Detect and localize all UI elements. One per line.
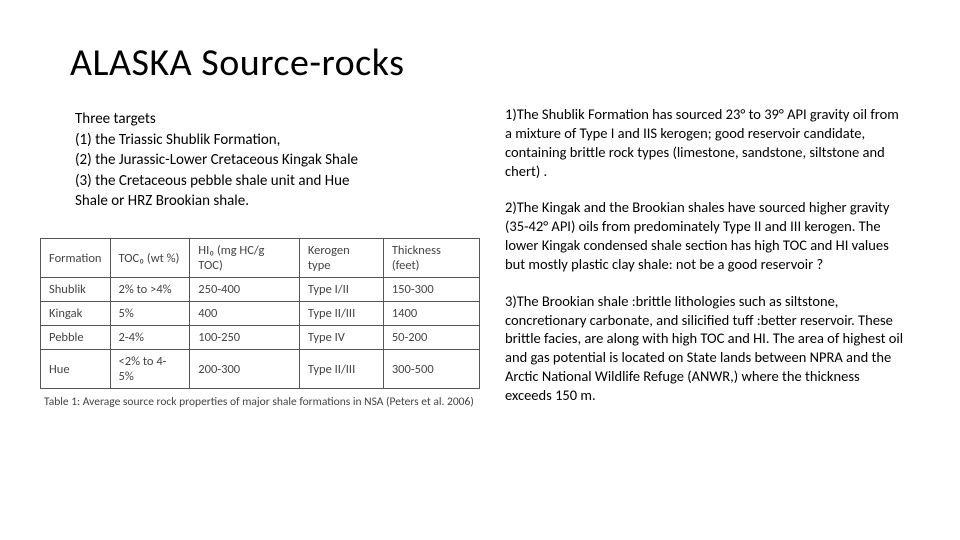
table-row: Hue <2% to 4-5% 200-300 Type II/III 300-…: [41, 350, 480, 389]
page-title: ALASKA Source-rocks: [70, 40, 910, 86]
cell: Shublik: [41, 278, 111, 302]
cell: Kingak: [41, 302, 111, 326]
left-column: Three targets (1) the Triassic Shublik F…: [75, 110, 465, 211]
slide: ALASKA Source-rocks Three targets (1) th…: [0, 0, 960, 540]
source-rock-table: Formation TOC₀ (wt %) HI₀ (mg HC/g TOC) …: [40, 238, 480, 389]
col-header: Thickness (feet): [383, 239, 479, 278]
table-header-row: Formation TOC₀ (wt %) HI₀ (mg HC/g TOC) …: [41, 239, 480, 278]
table-row: Shublik 2% to >4% 250-400 Type I/II 150-…: [41, 278, 480, 302]
cell: <2% to 4-5%: [110, 350, 190, 389]
cell: 50-200: [383, 326, 479, 350]
cell: 2-4%: [110, 326, 190, 350]
cell: Pebble: [41, 326, 111, 350]
table-row: Pebble 2-4% 100-250 Type IV 50-200: [41, 326, 480, 350]
cell: 5%: [110, 302, 190, 326]
cell: Type II/III: [299, 350, 383, 389]
table-container: Formation TOC₀ (wt %) HI₀ (mg HC/g TOC) …: [40, 238, 480, 409]
cell: Hue: [41, 350, 111, 389]
cell: Type IV: [299, 326, 383, 350]
list-item: (1) the Triassic Shublik Formation,: [75, 130, 465, 150]
cell: 150-300: [383, 278, 479, 302]
col-header: Kerogen type: [299, 239, 383, 278]
cell: 300-500: [383, 350, 479, 389]
targets-heading: Three targets: [75, 110, 465, 128]
table-caption: Table 1: Average source rock properties …: [40, 395, 480, 409]
cell: 1400: [383, 302, 479, 326]
col-header: HI₀ (mg HC/g TOC): [190, 239, 300, 278]
list-item: (2) the Jurassic-Lower Cretaceous Kingak…: [75, 150, 465, 170]
cell: 200-300: [190, 350, 300, 389]
list-item: Shale or HRZ Brookian shale.: [75, 191, 465, 211]
col-header: TOC₀ (wt %): [110, 239, 190, 278]
list-item: (3) the Cretaceous pebble shale unit and…: [75, 171, 465, 191]
paragraph-2: 2)The Kingak and the Brookian shales hav…: [505, 198, 905, 273]
cell: Type I/II: [299, 278, 383, 302]
cell: 2% to >4%: [110, 278, 190, 302]
cell: 100-250: [190, 326, 300, 350]
paragraph-3: 3)The Brookian shale :brittle lithologie…: [505, 292, 905, 405]
col-header: Formation: [41, 239, 111, 278]
cell: Type II/III: [299, 302, 383, 326]
cell: 250-400: [190, 278, 300, 302]
cell: 400: [190, 302, 300, 326]
targets-list: (1) the Triassic Shublik Formation, (2) …: [75, 130, 465, 211]
right-column: 1)The Shublik Formation has sourced 23° …: [505, 105, 905, 423]
table-row: Kingak 5% 400 Type II/III 1400: [41, 302, 480, 326]
paragraph-1: 1)The Shublik Formation has sourced 23° …: [505, 105, 905, 180]
